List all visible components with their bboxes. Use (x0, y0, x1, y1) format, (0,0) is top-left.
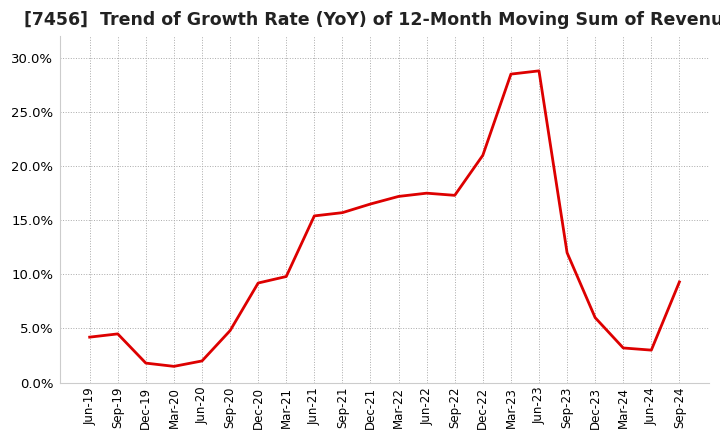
Title: [7456]  Trend of Growth Rate (YoY) of 12-Month Moving Sum of Revenues: [7456] Trend of Growth Rate (YoY) of 12-… (24, 11, 720, 29)
